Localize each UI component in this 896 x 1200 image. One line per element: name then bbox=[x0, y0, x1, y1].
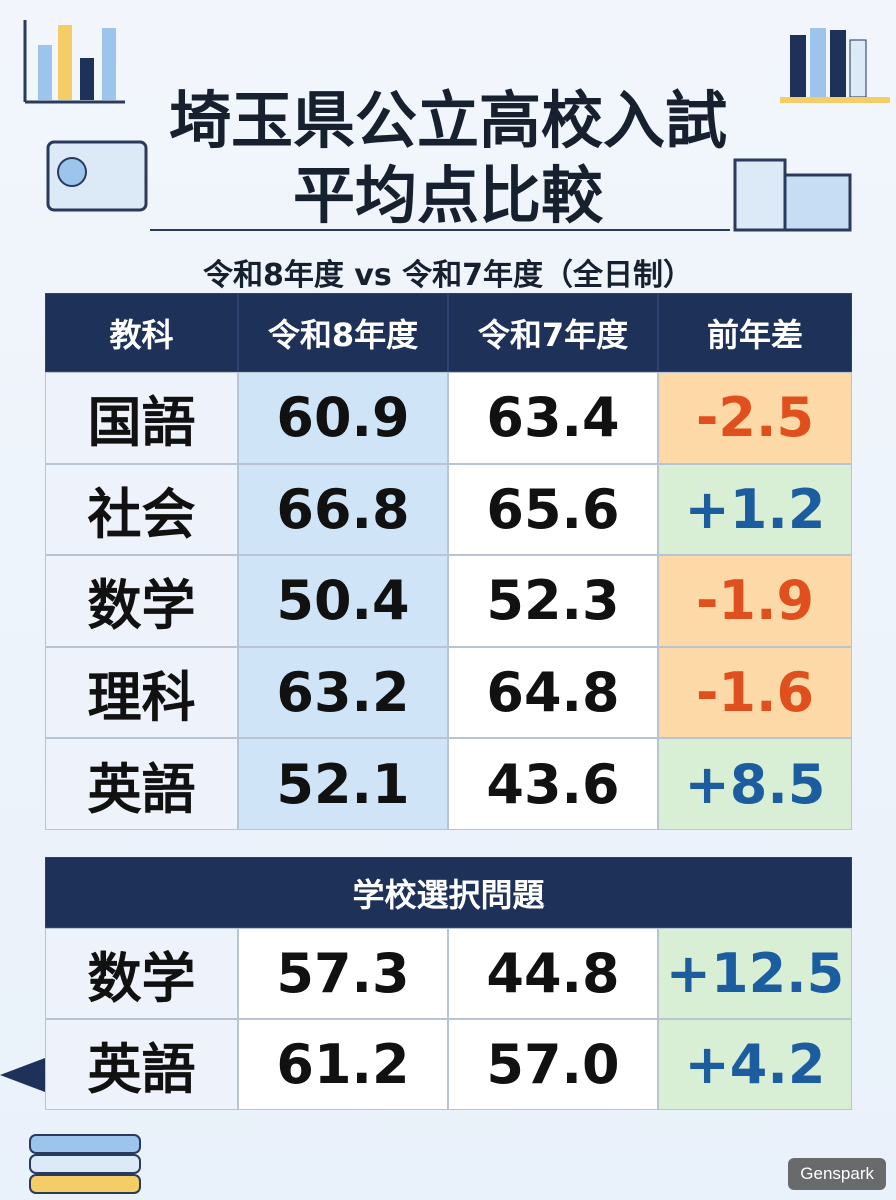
header-cell: 令和8年度 bbox=[238, 293, 448, 372]
subtitle: 令和8年度 vs 令和7年度（全日制） bbox=[202, 258, 694, 293]
title-line: 平均点比較 bbox=[292, 159, 603, 232]
subject: 数学 bbox=[45, 928, 238, 1019]
subject: 英語 bbox=[45, 738, 238, 830]
subject: 国語 bbox=[45, 372, 238, 464]
score-r7: 57.0 bbox=[448, 1019, 658, 1110]
score-r7: 63.4 bbox=[448, 372, 658, 464]
score-r7: 65.6 bbox=[448, 463, 658, 556]
difference: +1.2 bbox=[658, 463, 852, 556]
subject: 理科 bbox=[45, 646, 238, 739]
subject: 社会 bbox=[45, 463, 238, 556]
score-r8: 50.4 bbox=[238, 555, 448, 647]
score-r8: 57.3 bbox=[238, 928, 448, 1019]
difference: +12.5 bbox=[658, 928, 852, 1019]
difference: +8.5 bbox=[658, 738, 852, 830]
difference: -2.5 bbox=[658, 372, 852, 464]
watermark: Genspark bbox=[788, 1158, 886, 1190]
section-title: 学校選択問題 bbox=[45, 857, 852, 928]
score-r7: 64.8 bbox=[448, 646, 658, 739]
score-r8: 61.2 bbox=[238, 1019, 448, 1110]
header-cell: 教科 bbox=[45, 293, 238, 372]
score-r8: 66.8 bbox=[238, 463, 448, 556]
subject: 英語 bbox=[45, 1019, 238, 1110]
difference: -1.6 bbox=[658, 646, 852, 739]
score-r8: 60.9 bbox=[238, 372, 448, 464]
score-r7: 44.8 bbox=[448, 928, 658, 1019]
difference: -1.9 bbox=[658, 555, 852, 647]
score-r8: 63.2 bbox=[238, 646, 448, 739]
header-cell: 令和7年度 bbox=[448, 293, 658, 372]
score-r8: 52.1 bbox=[238, 738, 448, 830]
difference: +4.2 bbox=[658, 1019, 852, 1110]
subject: 数学 bbox=[45, 555, 238, 647]
score-r7: 52.3 bbox=[448, 555, 658, 647]
title-line: 埼玉県公立高校入試 bbox=[168, 84, 727, 157]
score-r7: 43.6 bbox=[448, 738, 658, 830]
header-cell: 前年差 bbox=[658, 293, 852, 372]
